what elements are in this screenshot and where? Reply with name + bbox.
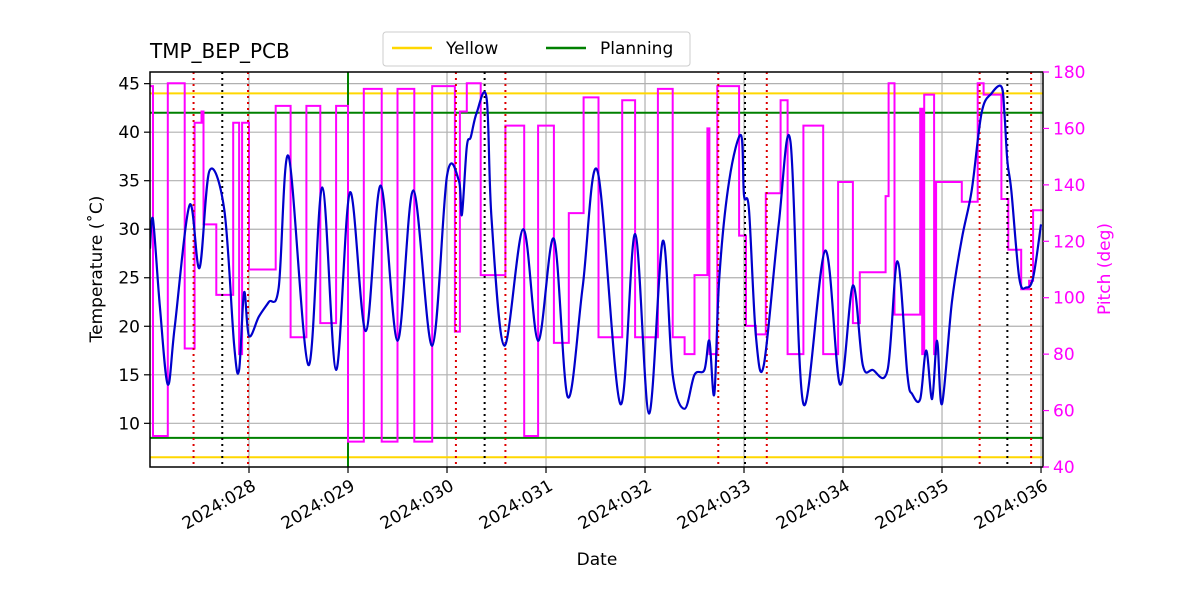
x-tick-label-3: 2024:031: [476, 476, 557, 534]
plot-frame: [149, 71, 1044, 468]
x-tick-label-7: 2024:035: [872, 476, 953, 534]
y-tick-label-5: 35: [118, 172, 140, 192]
x-tick-label-2: 2024:030: [377, 476, 458, 534]
y2-tick-label-4: 120: [1053, 232, 1085, 252]
y-tick-label-2: 20: [118, 317, 140, 337]
plot-layer: [150, 72, 1043, 467]
y2-tick-label-6: 160: [1053, 119, 1085, 139]
series-temperature-line: [150, 84, 1043, 415]
y2-tick-label-3: 100: [1053, 289, 1085, 309]
y-tick-label-3: 25: [118, 269, 140, 289]
y2-tick-label-7: 180: [1053, 63, 1085, 83]
y-axis-title: Temperature (˚C): [86, 196, 107, 344]
y-tick-label-1: 15: [118, 366, 140, 386]
x-tick-label-5: 2024:033: [674, 476, 755, 534]
y2-tick-label-2: 80: [1053, 345, 1075, 365]
legend-frame: [382, 31, 691, 67]
x-tick-label-0: 2024:028: [179, 476, 260, 534]
x-tick-label-6: 2024:034: [773, 476, 854, 534]
x-axis-title: Date: [577, 550, 618, 570]
y2-tick-label-0: 40: [1053, 458, 1075, 478]
y2-tick-label-1: 60: [1053, 402, 1075, 422]
chart-title: TMP_BEP_PCB: [149, 39, 290, 63]
axes-layer: 10 15 20 25 30 35 40 45 40 60 80 100 120 140 160 180 202…: [118, 63, 1085, 534]
x-tick-label-4: 2024:032: [575, 476, 656, 534]
y-tick-label-4: 30: [118, 220, 140, 240]
legend: Yellow Planning: [382, 31, 691, 67]
legend-yellow-label: Yellow: [445, 39, 498, 59]
y-tick-label-0: 10: [118, 414, 140, 434]
y2-tick-label-5: 140: [1053, 176, 1085, 196]
x-tick-label-8: 2024:036: [971, 476, 1052, 534]
plot-area: [150, 72, 1043, 467]
y2-axis-title: Pitch (deg): [1095, 223, 1115, 315]
series-pitch-line: [150, 82, 1043, 443]
legend-planning-label: Planning: [600, 39, 673, 59]
x-tick-label-1: 2024:029: [278, 476, 359, 534]
y-tick-label-7: 45: [118, 75, 140, 95]
y-tick-label-6: 40: [118, 123, 140, 143]
